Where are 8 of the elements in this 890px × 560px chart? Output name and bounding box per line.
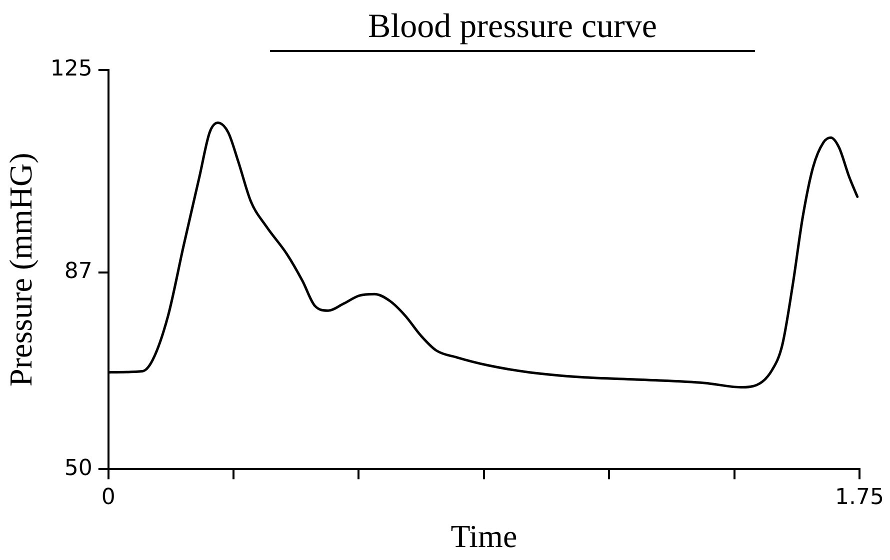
y-tick-label: 87 [64,258,92,284]
y-tick-label: 50 [64,456,92,481]
y-tick-label: 125 [50,56,92,82]
x-axis-title: Time [450,518,518,554]
x-tick-label: 0 [101,485,116,510]
chart-title: Blood pressure curve [270,8,755,52]
x-tick-label: 1.75 [835,485,884,510]
y-axis-title: Pressure (mmHG) [2,152,39,386]
